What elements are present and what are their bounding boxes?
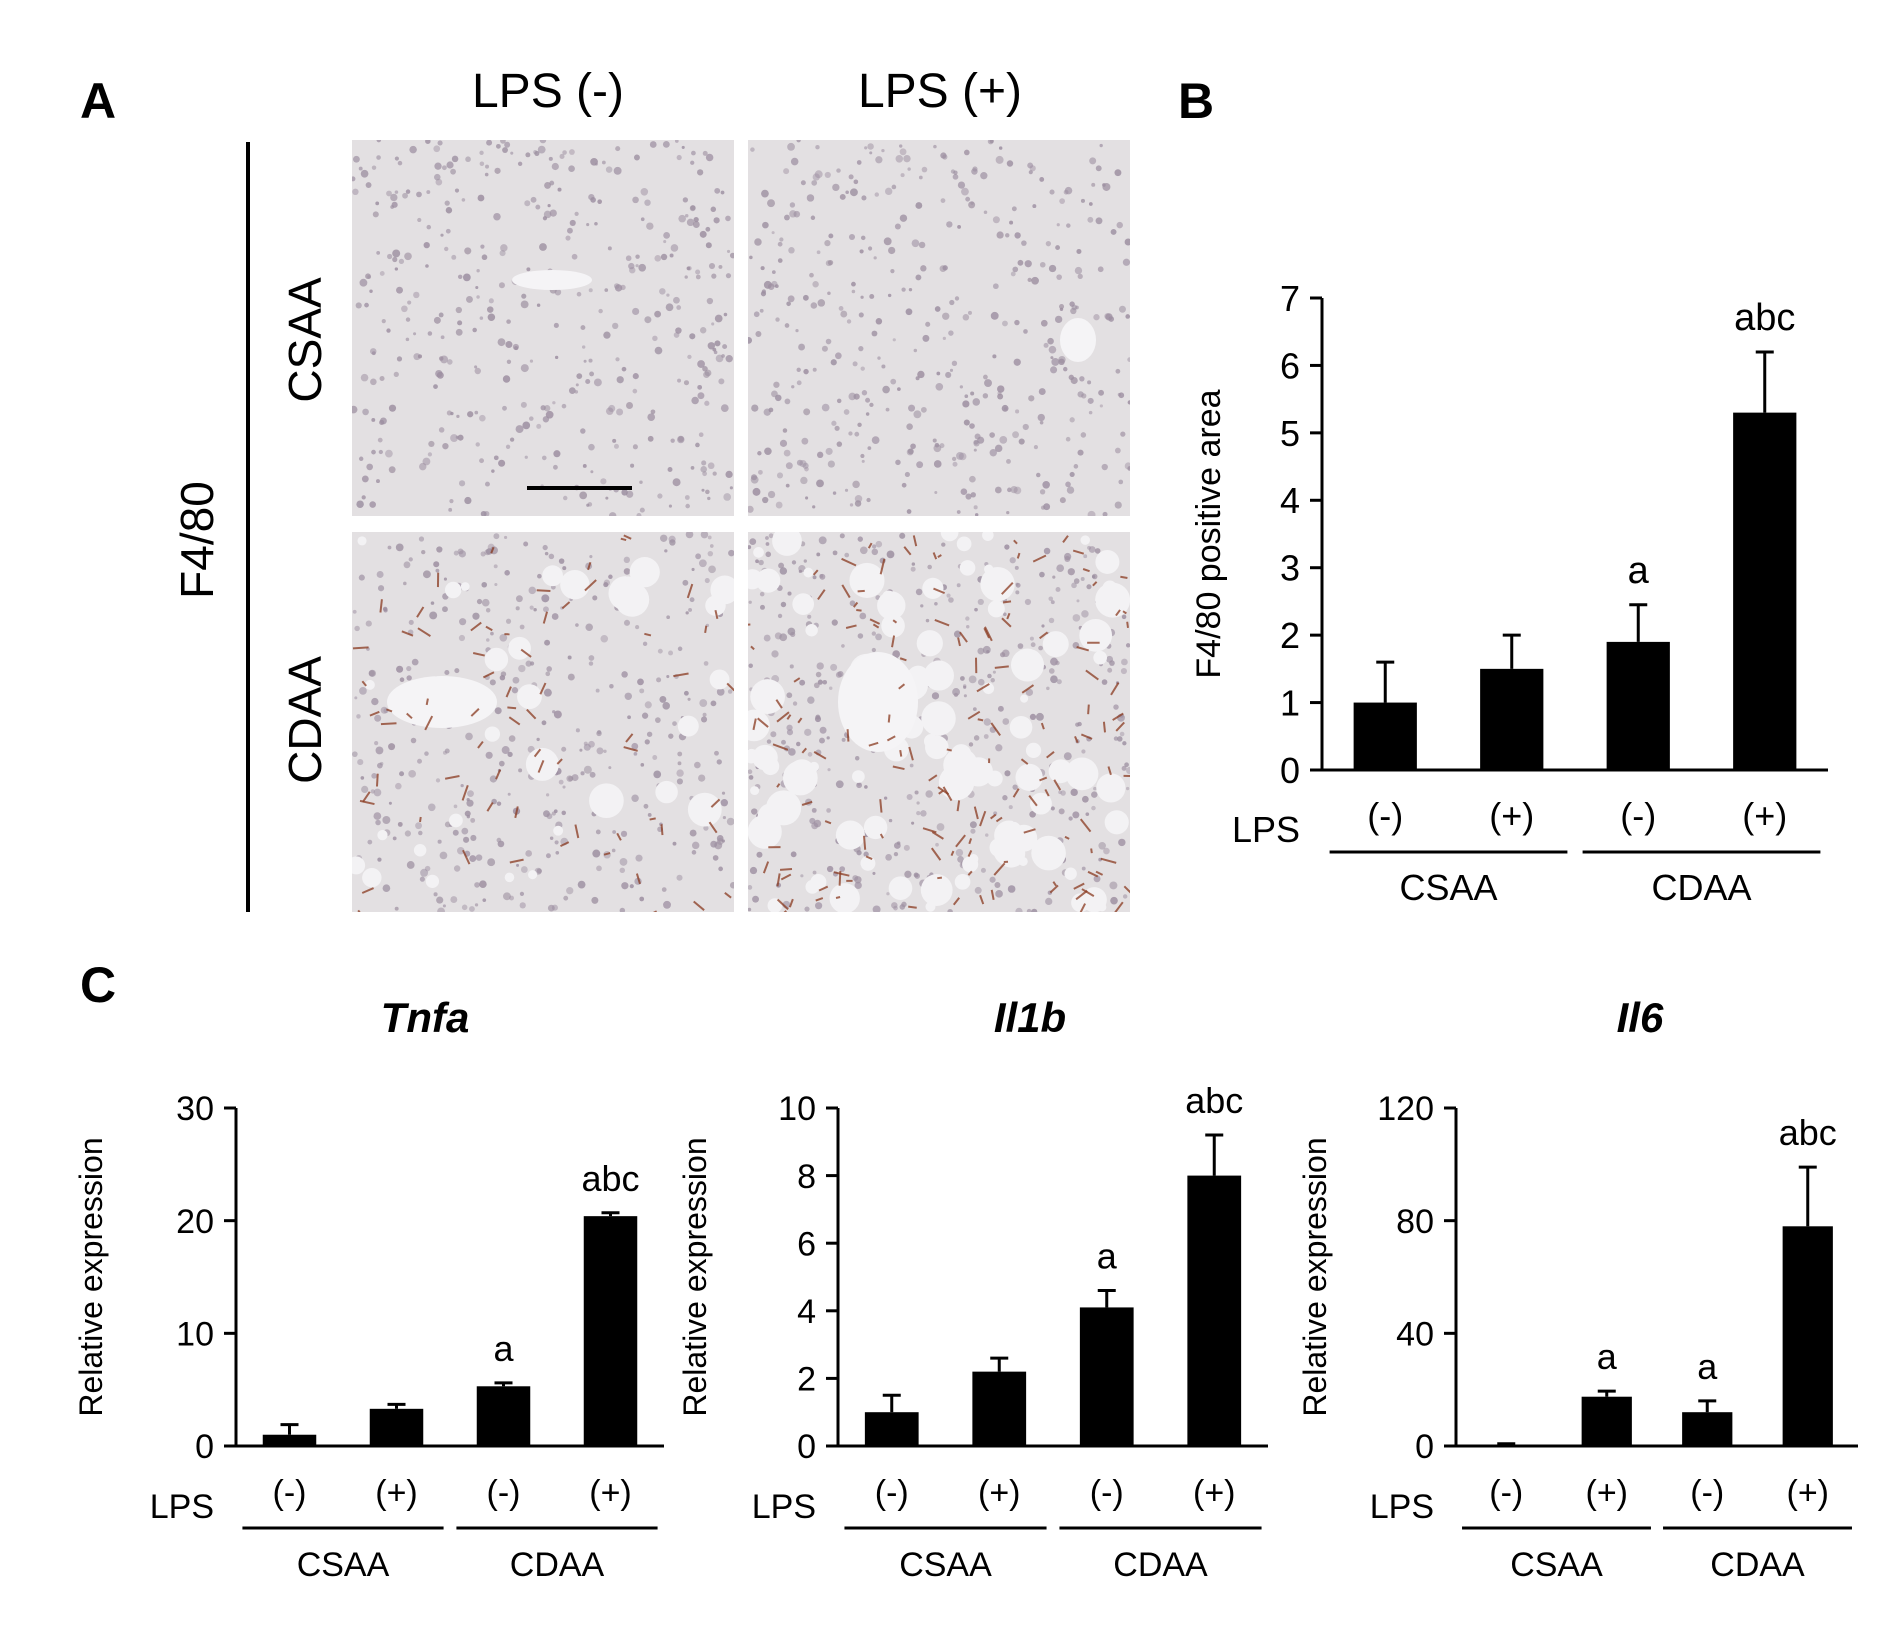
significance-label: a (1597, 1336, 1618, 1377)
y-tick-label: 7 (1280, 278, 1300, 319)
bar (583, 1216, 638, 1446)
bar (1079, 1307, 1134, 1446)
y-tick-label: 80 (1396, 1203, 1434, 1241)
panel-letter-a: A (80, 73, 117, 129)
panel-letter-b: B (1178, 73, 1214, 129)
significance-label: a (1697, 1346, 1718, 1387)
x-category-label: (-) (487, 1474, 521, 1512)
bar (1187, 1175, 1242, 1446)
y-tick-label: 120 (1377, 1090, 1434, 1128)
y-tick-label: 0 (797, 1428, 816, 1466)
micrograph-cdaa-lps-neg (352, 532, 734, 912)
group-label: CDAA (1651, 867, 1751, 908)
x-category-label: (+) (1586, 1474, 1629, 1512)
group-label: CDAA (510, 1546, 605, 1584)
x-category-label: (-) (1489, 1474, 1523, 1512)
significance-label: abc (1185, 1080, 1243, 1121)
x-category-label: (+) (589, 1474, 632, 1512)
x-category-label: (+) (1489, 795, 1534, 836)
factor-label: LPS (1370, 1488, 1434, 1526)
bar (1606, 641, 1670, 770)
significance-label: a (1097, 1236, 1118, 1277)
y-tick-label: 3 (1280, 548, 1300, 589)
y-tick-label: 1 (1280, 683, 1300, 724)
significance-label: abc (1779, 1112, 1837, 1153)
y-axis-label: F4/80 positive area (1190, 389, 1228, 678)
factor-label: LPS (1232, 809, 1300, 850)
chart-title: Il6 (1617, 994, 1664, 1041)
x-category-label: (-) (1620, 795, 1656, 836)
panel-a-divider-line (246, 142, 250, 912)
x-category-label: (-) (875, 1474, 909, 1512)
y-tick-label: 10 (778, 1090, 816, 1128)
bar (864, 1412, 919, 1446)
y-tick-label: 0 (195, 1428, 214, 1466)
y-tick-label: 8 (797, 1158, 816, 1196)
y-tick-label: 20 (176, 1203, 214, 1241)
group-label: CSAA (1399, 867, 1497, 908)
y-tick-label: 10 (176, 1316, 214, 1354)
group-label: CDAA (1113, 1546, 1208, 1584)
y-tick-label: 4 (797, 1293, 816, 1331)
group-label: CSAA (899, 1546, 992, 1584)
group-label: CDAA (1710, 1546, 1805, 1584)
group-label: CSAA (1510, 1546, 1603, 1584)
significance-label: abc (581, 1158, 639, 1199)
bar (1782, 1226, 1833, 1446)
bar (1733, 412, 1797, 770)
bar (1481, 1444, 1532, 1446)
x-category-label: (-) (1690, 1474, 1724, 1512)
y-axis-label: Relative expression (677, 1137, 713, 1416)
panel-letter-c: C (80, 957, 116, 1013)
y-axis-label: Relative expression (1297, 1137, 1333, 1416)
significance-label: a (493, 1328, 514, 1369)
significance-label: a (1628, 550, 1650, 592)
y-tick-label: 0 (1415, 1428, 1434, 1466)
factor-label: LPS (150, 1488, 214, 1526)
bar (1682, 1412, 1733, 1446)
micrograph-csaa-lps-neg (352, 140, 734, 516)
bar (476, 1386, 531, 1446)
micrograph-cdaa-lps-pos (748, 532, 1130, 912)
bar (972, 1371, 1027, 1446)
x-category-label: (+) (1193, 1474, 1236, 1512)
significance-label: abc (1734, 297, 1795, 339)
chart-title: Il1b (994, 994, 1066, 1041)
bar (1581, 1396, 1632, 1446)
group-label: CSAA (297, 1546, 390, 1584)
y-axis-label: Relative expression (73, 1137, 109, 1416)
bar (262, 1434, 317, 1446)
y-tick-label: 2 (797, 1361, 816, 1399)
y-tick-label: 4 (1280, 480, 1300, 521)
bar (1480, 668, 1544, 770)
y-tick-label: 2 (1280, 615, 1300, 656)
x-category-label: (+) (978, 1474, 1021, 1512)
y-tick-label: 0 (1280, 750, 1300, 791)
x-category-label: (+) (1787, 1474, 1830, 1512)
bar (1353, 702, 1417, 770)
y-tick-label: 5 (1280, 413, 1300, 454)
x-category-label: (-) (273, 1474, 307, 1512)
y-tick-label: 6 (797, 1225, 816, 1263)
y-tick-label: 40 (1396, 1316, 1434, 1354)
micrograph-csaa-lps-pos (748, 140, 1130, 516)
x-category-label: (+) (1742, 795, 1787, 836)
x-category-label: (-) (1090, 1474, 1124, 1512)
y-tick-label: 6 (1280, 345, 1300, 386)
column-header-lps-pos: LPS (+) (857, 65, 1023, 118)
factor-label: LPS (752, 1488, 816, 1526)
x-category-label: (+) (375, 1474, 418, 1512)
chart-title: Tnfa (381, 994, 470, 1041)
column-header-lps-neg: LPS (-) (471, 65, 624, 118)
x-category-label: (-) (1367, 795, 1403, 836)
y-tick-label: 30 (176, 1090, 214, 1128)
bar (369, 1408, 424, 1446)
